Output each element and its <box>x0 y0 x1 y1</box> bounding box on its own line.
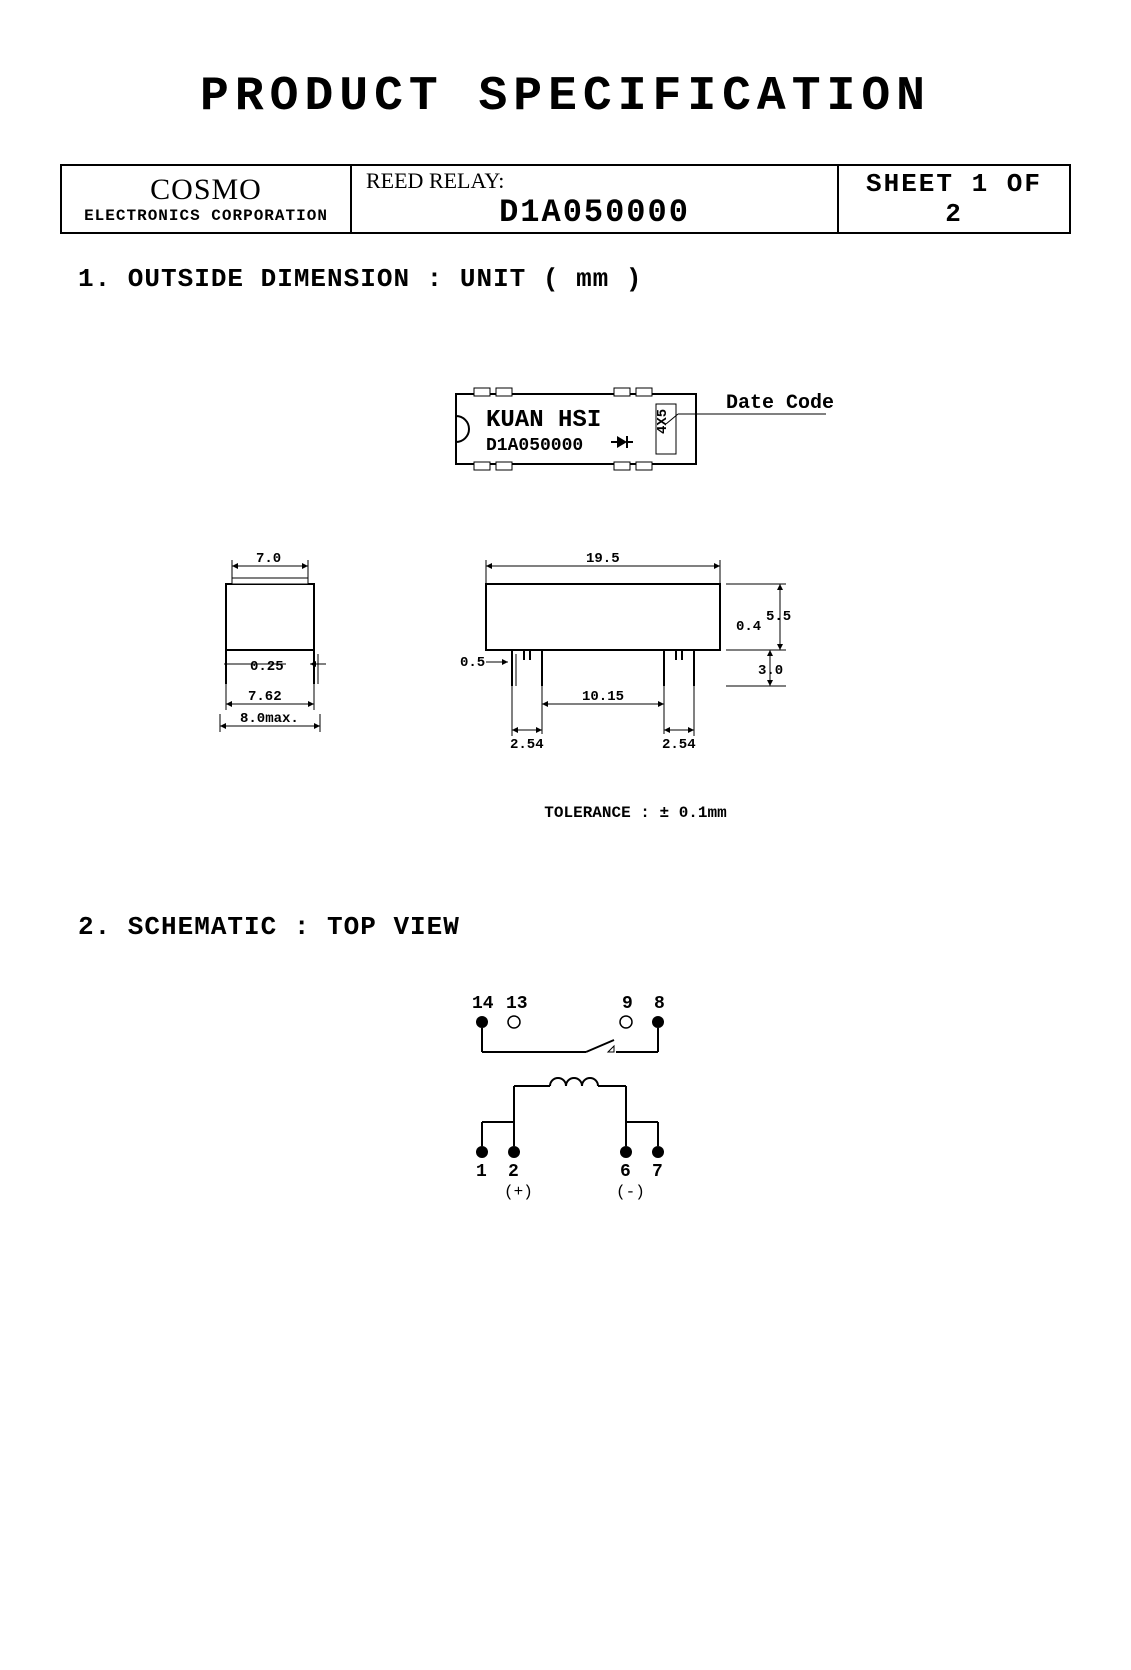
dim-pitch-l: 2.54 <box>510 737 544 753</box>
chip-line1: KUAN HSI <box>486 407 601 434</box>
pin-1: 1 <box>476 1162 487 1182</box>
section1-heading: 1. OUTSIDE DIMENSION : UNIT ( mm ) <box>78 264 1131 294</box>
tolerance-note: TOLERANCE : ± 0.1mm <box>140 804 1131 822</box>
pin-13: 13 <box>506 994 528 1014</box>
schematic-diagram: 14 13 9 8 <box>66 982 1066 1222</box>
polarity-plus: (+) <box>504 1183 533 1201</box>
header-table: COSMO ELECTRONICS CORPORATION REED RELAY… <box>60 164 1071 234</box>
sheet-label: SHEET 1 OF 2 <box>853 169 1055 229</box>
polarity-minus: (-) <box>616 1183 645 1201</box>
pin-8: 8 <box>654 994 665 1014</box>
page-title: PRODUCT SPECIFICATION <box>0 70 1131 124</box>
dim-lead-w: 0.4 <box>736 619 761 635</box>
pin-7: 7 <box>652 1162 663 1182</box>
dim-pin-h: 3.0 <box>758 663 783 679</box>
dim-pitch-r: 2.54 <box>662 737 696 753</box>
company-brand: COSMO <box>76 173 336 207</box>
pin-14: 14 <box>472 994 494 1014</box>
product-model: D1A050000 <box>366 194 823 231</box>
section2-heading: 2. SCHEMATIC : TOP VIEW <box>78 912 1131 942</box>
chip-label-diagram: KUAN HSI D1A050000 4X5 Date Code <box>66 354 1066 514</box>
company-cell: COSMO ELECTRONICS CORPORATION <box>62 166 352 232</box>
pin-6: 6 <box>620 1162 631 1182</box>
sheet-cell: SHEET 1 OF 2 <box>839 166 1069 232</box>
dim-width-max: 8.0max. <box>240 711 299 727</box>
dimension-diagrams: 7.0 0.25 7.62 8.0max. <box>66 534 1066 794</box>
dim-side-width: 7.0 <box>256 551 281 567</box>
chip-line2: D1A050000 <box>486 436 583 456</box>
company-sub: ELECTRONICS CORPORATION <box>76 207 336 225</box>
dim-body-h: 5.5 <box>766 609 791 625</box>
date-code-callout: Date Code <box>726 392 834 415</box>
product-type: REED RELAY: <box>366 168 823 194</box>
dim-pin-w: 0.5 <box>460 655 485 671</box>
product-cell: REED RELAY: D1A050000 <box>352 166 839 232</box>
dim-inner-span: 10.15 <box>582 689 624 705</box>
dim-pitch: 7.62 <box>248 689 282 705</box>
dim-pin-thickness: 0.25 <box>250 659 284 675</box>
pin-2: 2 <box>508 1162 519 1182</box>
pin-9: 9 <box>622 994 633 1014</box>
dim-length: 19.5 <box>586 551 620 567</box>
